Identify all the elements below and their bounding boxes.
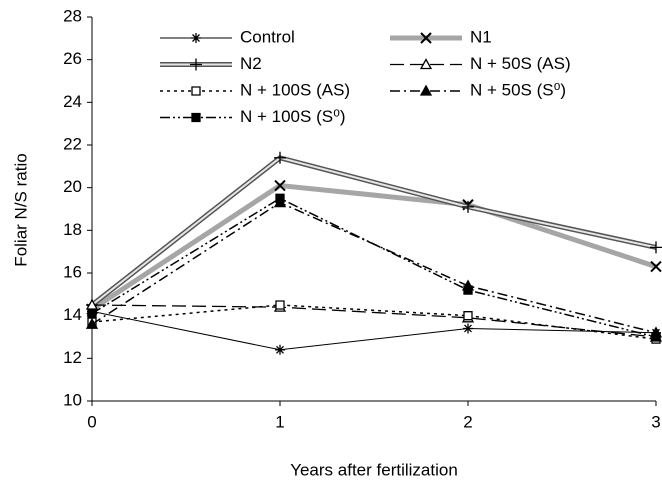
legend-marker — [191, 33, 201, 43]
series-line-inner — [91, 156, 657, 306]
legend-label: N + 100S (AS) — [240, 80, 350, 99]
data-point — [463, 323, 473, 334]
legend-marker — [419, 58, 433, 70]
y-axis-label: Foliar N/S ratio — [11, 153, 30, 266]
legend-marker — [190, 58, 202, 71]
legend-marker — [420, 32, 432, 44]
data-point — [462, 200, 474, 213]
series-line — [90, 155, 657, 307]
data-point — [463, 311, 473, 321]
y-tick-label: 28 — [63, 6, 82, 25]
data-point — [85, 317, 99, 329]
data-point — [275, 344, 285, 355]
x-tick-label: 0 — [87, 412, 96, 431]
y-tick-label: 18 — [63, 220, 82, 239]
data-point — [274, 151, 286, 164]
data-point — [274, 179, 286, 192]
y-tick-label: 16 — [63, 262, 82, 281]
y-tick-label: 10 — [63, 390, 82, 409]
legend-label: N2 — [240, 54, 262, 73]
x-axis-label: Years after fertilization — [290, 460, 458, 479]
data-point — [650, 241, 662, 254]
x-tick-label: 3 — [651, 412, 660, 431]
x-tick-label: 2 — [463, 412, 472, 431]
legend-marker — [419, 84, 433, 96]
series-line — [90, 182, 657, 312]
x-tick-label: 1 — [275, 412, 284, 431]
legend-label: N + 50S (S⁰) — [470, 80, 566, 99]
legend-marker — [191, 86, 201, 96]
series-line — [91, 304, 657, 340]
y-tick-label: 12 — [63, 348, 82, 367]
legend-marker — [191, 112, 201, 123]
series-line — [91, 201, 657, 334]
data-point — [275, 193, 285, 203]
data-point — [651, 332, 661, 342]
legend-label: N + 50S (AS) — [470, 54, 571, 73]
legend-label: N + 100S (S⁰) — [240, 107, 346, 126]
y-tick-label: 20 — [63, 177, 82, 196]
data-point — [463, 285, 473, 295]
series-line — [91, 310, 657, 351]
y-tick-label: 26 — [63, 49, 82, 68]
legend-label: Control — [240, 27, 295, 46]
data-point — [87, 308, 97, 319]
series-line — [91, 197, 657, 338]
data-point — [650, 260, 662, 273]
data-point — [275, 300, 285, 310]
legend-label: N1 — [470, 27, 492, 46]
y-tick-label: 22 — [63, 134, 82, 153]
y-tick-label: 24 — [63, 92, 82, 111]
y-tick-label: 14 — [63, 305, 82, 324]
